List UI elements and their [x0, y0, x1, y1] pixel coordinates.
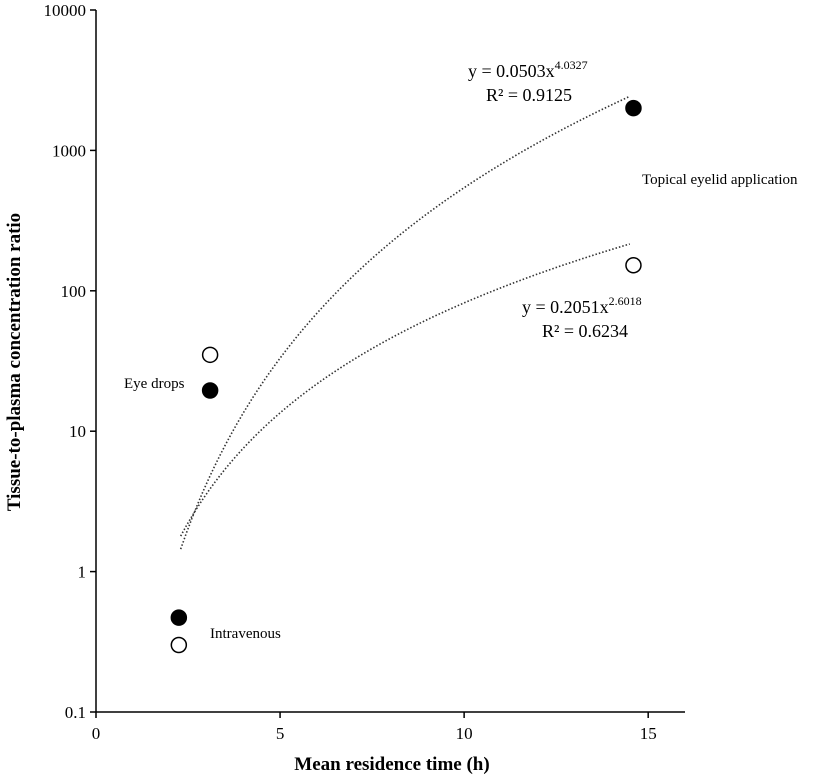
equation-series-1-base: y = 0.0503x: [468, 61, 555, 81]
annotation-eye-drops: Eye drops: [124, 376, 185, 392]
x-tick-label: 15: [640, 724, 657, 743]
filled-data-point: [170, 609, 188, 626]
equation-series-1-exponent: 4.0327: [555, 58, 588, 72]
r2-series-2: R² = 0.6234: [542, 321, 628, 341]
y-axis-title: Tissue-to-plasma concentration ratio: [4, 213, 25, 511]
filled-data-point: [201, 382, 219, 399]
y-tick-label: 100: [61, 282, 87, 301]
y-tick-label: 0.1: [65, 703, 86, 722]
open-data-point: [170, 636, 188, 654]
trendline-series-2: [179, 243, 631, 537]
x-tick-label: 0: [92, 724, 101, 743]
trendline-series-1: [179, 95, 631, 550]
r2-series-1: R² = 0.9125: [486, 85, 572, 105]
annotation-intravenous: Intravenous: [210, 626, 281, 642]
equation-series-1: y = 0.0503x4.0327: [468, 58, 588, 81]
x-axis-title: Mean residence time (h): [294, 754, 489, 775]
y-tick-label: 10000: [44, 1, 87, 20]
equation-series-2-base: y = 0.2051x: [522, 297, 609, 317]
trendlines: [179, 95, 631, 550]
annotation-topical-eyelid: Topical eyelid application: [642, 172, 798, 188]
y-tick-label: 10: [69, 422, 86, 441]
equation-series-2: y = 0.2051x2.6018: [522, 294, 642, 317]
y-tick-label: 1: [78, 563, 87, 582]
y-axis-ticks: 0.1 1 10 100 1000 10000: [44, 1, 96, 722]
y-tick-label: 1000: [52, 141, 86, 160]
equation-series-2-exponent: 2.6018: [609, 294, 642, 308]
x-axis-ticks: 0 5 10 15: [92, 712, 657, 743]
open-data-point: [625, 257, 642, 274]
x-tick-label: 10: [456, 724, 473, 743]
open-data-point: [201, 346, 219, 364]
data-points: [170, 99, 642, 654]
filled-data-point: [625, 99, 642, 117]
x-tick-label: 5: [276, 724, 285, 743]
